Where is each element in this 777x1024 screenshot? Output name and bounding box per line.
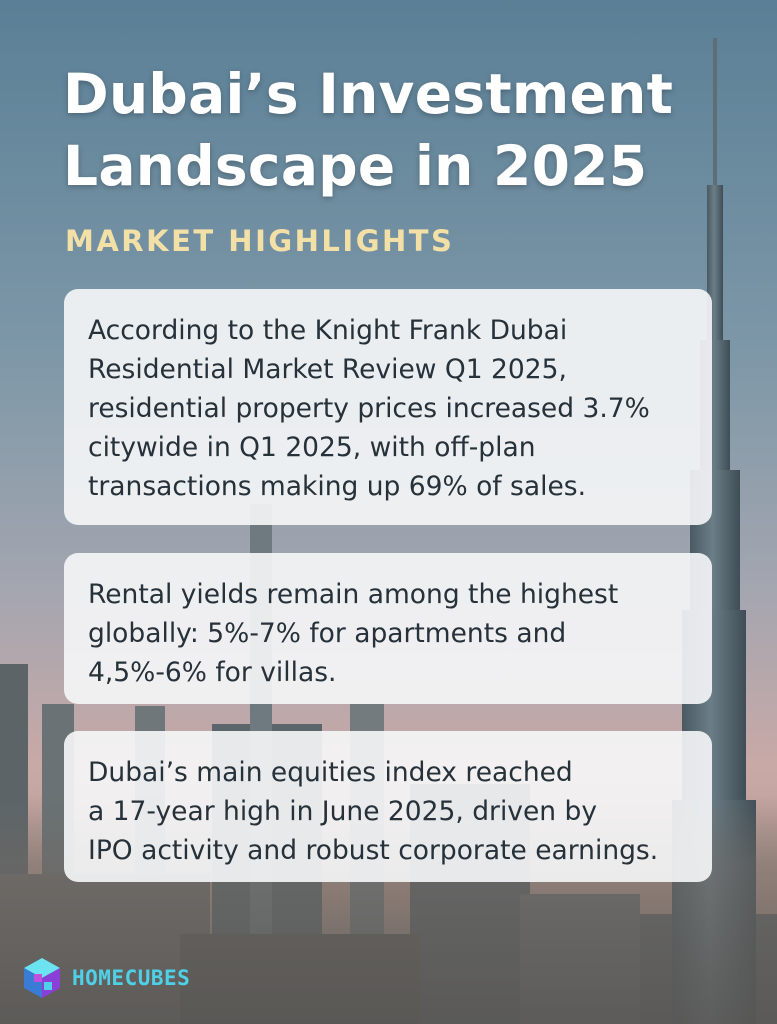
title-line-1: Dubai’s Investment — [63, 62, 674, 126]
brand-logo: HOMECUBES — [20, 956, 190, 1000]
card-text-line: a 17-year high in June 2025, driven by — [88, 796, 598, 827]
highlight-card-rental-yields: Rental yields remain among the highest g… — [64, 553, 712, 704]
card-text-line: 4,5%-6% for villas. — [88, 657, 337, 688]
card-text-line: Dubai’s main equities index reached — [88, 757, 573, 788]
card-text-line: According to the Knight Frank Dubai — [88, 315, 568, 346]
card-text-line: residential property prices increased 3.… — [88, 393, 650, 424]
card-text-line: citywide in Q1 2025, with off-plan — [88, 432, 536, 463]
cube-logo-icon — [24, 958, 60, 998]
card-text-line: Rental yields remain among the highest — [88, 579, 619, 610]
card-text-line: globally: 5%-7% for apartments and — [88, 618, 567, 649]
page-title: Dubai’s Investment Landscape in 2025 — [63, 58, 743, 202]
title-line-2: Landscape in 2025 — [63, 134, 648, 198]
card-text-line: Residential Market Review Q1 2025, — [88, 354, 567, 385]
card-text-line: transactions making up 69% of sales. — [88, 471, 587, 502]
section-subtitle: MARKET HIGHLIGHTS — [65, 224, 455, 258]
card-text-line: IPO activity and robust corporate earnin… — [88, 835, 659, 866]
brand-name: HOMECUBES — [72, 966, 191, 990]
highlight-card-prices: According to the Knight Frank Dubai Resi… — [64, 289, 712, 525]
highlight-card-equities: Dubai’s main equities index reached a 17… — [64, 731, 712, 882]
